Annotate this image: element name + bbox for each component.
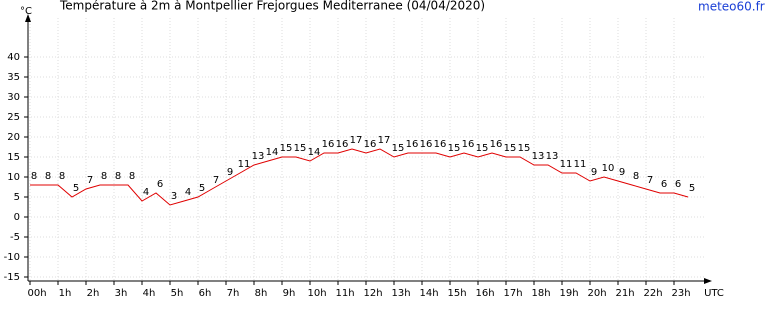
y-tick-label: 35 <box>7 72 20 83</box>
data-label: 16 <box>336 139 349 150</box>
x-tick-label: 12h <box>363 288 382 299</box>
data-label: 9 <box>227 167 233 178</box>
x-tick-label: 20h <box>587 288 606 299</box>
y-tick-label: 10 <box>7 172 20 183</box>
temperature-line <box>30 148 689 206</box>
x-tick-label: 7h <box>227 288 240 299</box>
data-label: 11 <box>238 159 251 170</box>
x-tick-label: 6h <box>199 288 212 299</box>
data-label: 8 <box>59 171 65 182</box>
x-tick-label: 3h <box>115 288 128 299</box>
y-axis-label: °C <box>20 6 32 17</box>
y-axis-arrow <box>25 14 31 22</box>
data-label: 14 <box>308 147 321 158</box>
data-label: 16 <box>322 139 335 150</box>
x-tick-label: 2h <box>87 288 100 299</box>
data-label: 13 <box>546 151 559 162</box>
x-tick-label: 8h <box>255 288 268 299</box>
x-tick-label: 4h <box>143 288 156 299</box>
x-tick-label: 9h <box>283 288 296 299</box>
x-axis-arrow <box>704 278 712 284</box>
data-label: 7 <box>647 175 653 186</box>
data-label: 15 <box>476 143 489 154</box>
data-label: 16 <box>462 139 475 150</box>
y-tick-label: 15 <box>7 152 20 163</box>
data-label: 16 <box>434 139 447 150</box>
data-label: 9 <box>619 167 625 178</box>
x-tick-label: 18h <box>531 288 550 299</box>
x-tick-label: 23h <box>671 288 690 299</box>
x-tick-label: 5h <box>171 288 184 299</box>
data-label: 6 <box>661 179 667 190</box>
x-tick-label: 13h <box>391 288 410 299</box>
chart-title: Température à 2m à Montpellier Frejorgue… <box>59 0 485 13</box>
x-tick-label: 00h <box>27 288 46 299</box>
data-label: 11 <box>560 159 573 170</box>
data-label: 16 <box>406 139 419 150</box>
x-tick-label: 16h <box>475 288 494 299</box>
data-label: 8 <box>45 171 51 182</box>
x-tick-label: 22h <box>643 288 662 299</box>
data-label: 9 <box>591 167 597 178</box>
x-tick-label: 10h <box>307 288 326 299</box>
data-label: 8 <box>31 171 37 182</box>
data-label: 13 <box>252 151 265 162</box>
data-label: 14 <box>266 147 279 158</box>
y-tick-label: 5 <box>14 192 20 203</box>
data-label: 16 <box>364 139 377 150</box>
x-tick-label: 21h <box>615 288 634 299</box>
data-label: 8 <box>101 171 107 182</box>
x-tick-label: 11h <box>335 288 354 299</box>
data-label: 10 <box>602 163 615 174</box>
site-link[interactable]: meteo60.fr <box>698 0 765 14</box>
y-tick-label: 0 <box>14 212 20 223</box>
data-label: 11 <box>574 159 587 170</box>
data-label: 8 <box>633 171 639 182</box>
x-tick-label: 14h <box>419 288 438 299</box>
data-label: 7 <box>213 175 219 186</box>
y-tick-label: -15 <box>4 272 20 283</box>
data-label: 6 <box>675 179 681 190</box>
data-label: 17 <box>350 135 363 146</box>
data-label: 4 <box>185 187 191 198</box>
data-label: 4 <box>143 187 149 198</box>
x-tick-label: 15h <box>447 288 466 299</box>
data-label: 17 <box>378 135 391 146</box>
data-label: 5 <box>199 183 205 194</box>
data-label: 5 <box>73 183 79 194</box>
data-label: 6 <box>157 179 163 190</box>
data-label: 5 <box>689 183 695 194</box>
data-label: 15 <box>294 143 307 154</box>
y-tick-label: 25 <box>7 112 20 123</box>
data-label: 15 <box>504 143 517 154</box>
x-tick-label: 17h <box>503 288 522 299</box>
data-label: 15 <box>518 143 531 154</box>
y-tick-label: -10 <box>4 252 20 263</box>
x-axis-label: UTC <box>704 288 724 299</box>
data-label: 16 <box>490 139 503 150</box>
data-label: 15 <box>392 143 405 154</box>
data-label: 15 <box>448 143 461 154</box>
data-label: 8 <box>129 171 135 182</box>
data-label: 13 <box>532 151 545 162</box>
x-tick-label: 19h <box>559 288 578 299</box>
data-label: 3 <box>171 191 177 202</box>
x-tick-label: 1h <box>59 288 72 299</box>
data-label: 8 <box>115 171 121 182</box>
data-label: 16 <box>420 139 433 150</box>
y-tick-label: 20 <box>7 132 20 143</box>
y-tick-label: 30 <box>7 92 20 103</box>
data-label: 15 <box>280 143 293 154</box>
y-tick-label: 40 <box>7 52 20 63</box>
data-label: 7 <box>87 175 93 186</box>
y-tick-label: -5 <box>10 232 20 243</box>
